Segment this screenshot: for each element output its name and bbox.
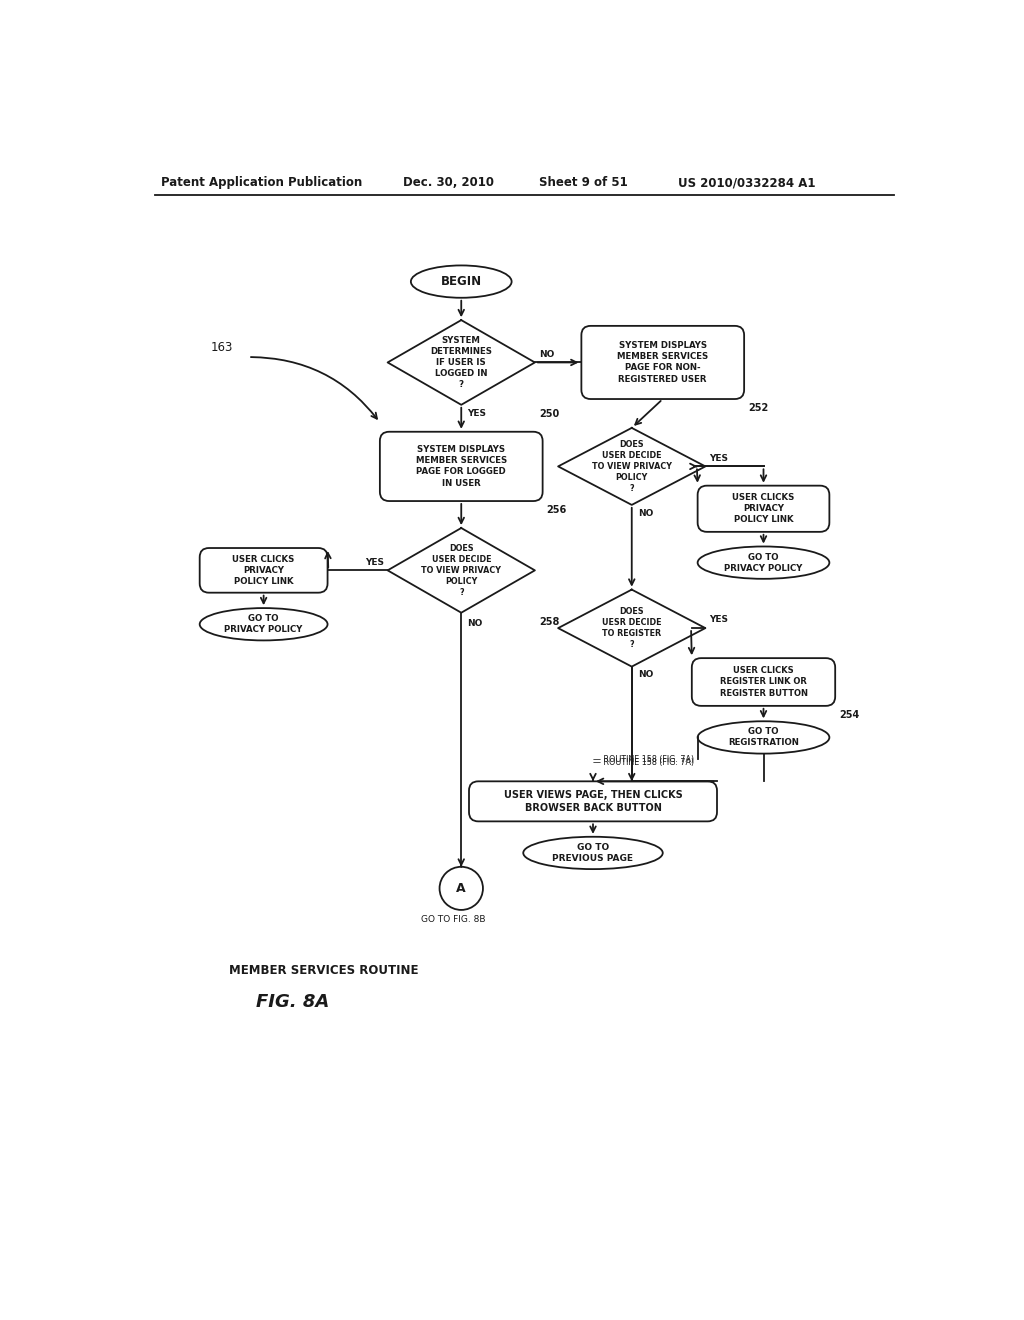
Text: 256: 256 — [547, 506, 566, 515]
FancyBboxPatch shape — [380, 432, 543, 502]
Text: 254: 254 — [839, 710, 859, 719]
Text: GO TO
PRIVACY POLICY: GO TO PRIVACY POLICY — [724, 553, 803, 573]
Text: GO TO
PRIVACY POLICY: GO TO PRIVACY POLICY — [224, 614, 303, 635]
Text: 250: 250 — [539, 409, 559, 418]
Text: NO: NO — [467, 619, 483, 628]
Text: FIG. 8A: FIG. 8A — [256, 993, 329, 1011]
FancyBboxPatch shape — [697, 486, 829, 532]
Text: 163: 163 — [210, 341, 232, 354]
Text: SYSTEM
DETERMINES
IF USER IS
LOGGED IN
?: SYSTEM DETERMINES IF USER IS LOGGED IN ? — [430, 335, 493, 389]
FancyBboxPatch shape — [692, 659, 836, 706]
Text: SYSTEM DISPLAYS
MEMBER SERVICES
PAGE FOR LOGGED
IN USER: SYSTEM DISPLAYS MEMBER SERVICES PAGE FOR… — [416, 445, 507, 487]
Text: NO: NO — [638, 671, 653, 680]
Text: 258: 258 — [539, 616, 559, 627]
Text: USER CLICKS
PRIVACY
POLICY LINK: USER CLICKS PRIVACY POLICY LINK — [232, 554, 295, 586]
Text: 252: 252 — [748, 403, 768, 413]
Text: GO TO FIG. 8B: GO TO FIG. 8B — [421, 915, 485, 924]
Text: SYSTEM DISPLAYS
MEMBER SERVICES
PAGE FOR NON-
REGISTERED USER: SYSTEM DISPLAYS MEMBER SERVICES PAGE FOR… — [617, 342, 709, 384]
Text: YES: YES — [365, 557, 384, 566]
Text: USER CLICKS
PRIVACY
POLICY LINK: USER CLICKS PRIVACY POLICY LINK — [732, 494, 795, 524]
Text: Sheet 9 of 51: Sheet 9 of 51 — [539, 176, 628, 189]
Text: Dec. 30, 2010: Dec. 30, 2010 — [403, 176, 495, 189]
Polygon shape — [388, 528, 535, 612]
Ellipse shape — [523, 837, 663, 869]
Text: NO: NO — [539, 350, 554, 359]
Text: YES: YES — [710, 615, 728, 624]
Polygon shape — [558, 590, 706, 667]
Circle shape — [439, 867, 483, 909]
Text: A: A — [457, 882, 466, 895]
Ellipse shape — [411, 265, 512, 298]
Ellipse shape — [697, 546, 829, 578]
Text: YES: YES — [710, 454, 728, 462]
Text: — ROUTINE 158 (FIG. 7A): — ROUTINE 158 (FIG. 7A) — [593, 755, 693, 763]
FancyBboxPatch shape — [582, 326, 744, 399]
Polygon shape — [558, 428, 706, 506]
Text: Patent Application Publication: Patent Application Publication — [161, 176, 361, 189]
Text: DOES
USER DECIDE
TO VIEW PRIVACY
POLICY
?: DOES USER DECIDE TO VIEW PRIVACY POLICY … — [592, 440, 672, 494]
Text: DOES
UESR DECIDE
TO REGISTER
?: DOES UESR DECIDE TO REGISTER ? — [602, 607, 662, 649]
Text: MEMBER SERVICES ROUTINE: MEMBER SERVICES ROUTINE — [228, 964, 418, 977]
Text: DOES
USER DECIDE
TO VIEW PRIVACY
POLICY
?: DOES USER DECIDE TO VIEW PRIVACY POLICY … — [421, 544, 502, 597]
Ellipse shape — [697, 721, 829, 754]
Text: NO: NO — [638, 508, 653, 517]
Text: BEGIN: BEGIN — [440, 275, 482, 288]
FancyBboxPatch shape — [469, 781, 717, 821]
Text: YES: YES — [467, 409, 486, 417]
Text: GO TO
REGISTRATION: GO TO REGISTRATION — [728, 727, 799, 747]
Polygon shape — [388, 321, 535, 405]
Text: USER CLICKS
REGISTER LINK OR
REGISTER BUTTON: USER CLICKS REGISTER LINK OR REGISTER BU… — [720, 667, 808, 697]
FancyBboxPatch shape — [200, 548, 328, 593]
Ellipse shape — [200, 609, 328, 640]
Text: US 2010/0332284 A1: US 2010/0332284 A1 — [678, 176, 816, 189]
Text: GO TO
PREVIOUS PAGE: GO TO PREVIOUS PAGE — [553, 843, 634, 863]
Text: USER VIEWS PAGE, THEN CLICKS
BROWSER BACK BUTTON: USER VIEWS PAGE, THEN CLICKS BROWSER BAC… — [504, 791, 682, 813]
Text: — ROUTINE 158 (FIG. 7A): — ROUTINE 158 (FIG. 7A) — [593, 758, 693, 767]
